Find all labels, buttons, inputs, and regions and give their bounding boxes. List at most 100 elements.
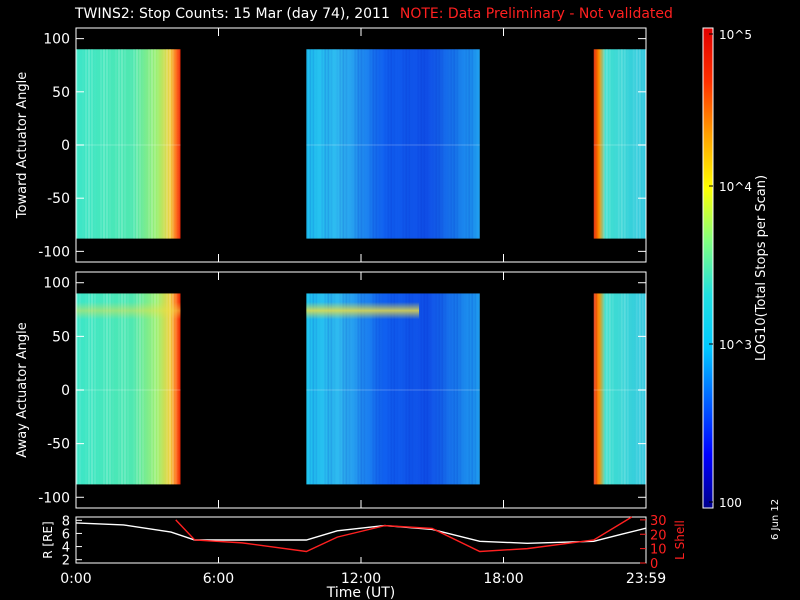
zero-line [593,389,646,391]
x-axis-label: Time (UT) [326,585,395,600]
heatmap-stripe [635,49,638,239]
zero-line [593,144,646,146]
y-tick-label: 0 [61,138,70,154]
heatmap-stripe [432,293,434,484]
heatmap-stripe [136,293,138,485]
heatmap-stripe [599,49,602,239]
heatmap-stripe [154,49,156,239]
heatmap-stripe [324,293,327,485]
heatmap-stripe [118,49,120,239]
heatmap-stripe [157,49,159,239]
heatmap-stripe [136,49,138,239]
heatmap-stripe [94,49,96,238]
heatmap-stripe [618,293,620,484]
heatmap-stripe [357,293,360,485]
heatmap-segment [76,49,181,239]
y-tick-label: 50 [52,329,70,345]
heatmap-stripe [453,293,456,485]
heatmap-stripe [630,293,632,484]
heatmap-stripe [318,49,320,238]
heatmap-stripe [109,49,111,239]
heatmap-stripe [429,49,431,238]
heatmap-stripe [178,49,180,238]
heatmap-stripe [420,49,423,239]
heatmap-stripe [456,293,459,485]
heatmap-stripe [620,293,623,485]
heatmap-stripe [103,293,105,485]
x-tick-label: 0:00 [60,571,91,587]
heatmap-stripe [366,49,368,238]
heatmap-stripe [444,49,446,238]
heatmap-stripe [396,49,398,238]
axis-frame [75,516,647,564]
heatmap-stripe [627,49,629,238]
heatmap-stripe [393,293,396,485]
heatmap-stripe [465,49,468,239]
y-axis-label-left: R [RE] [41,521,55,558]
heatmap-stripe [402,293,404,484]
heatmap-stripe [318,293,320,484]
heatmap-stripe [351,293,353,484]
y-tick-label: 2 [62,554,70,569]
heatmap-stripe [121,293,123,485]
heatmap-stripe [387,49,390,239]
heatmap-stripe [330,293,333,485]
heatmap-stripe [474,49,477,239]
high-angle-band [76,302,181,320]
heatmap-segment [593,49,646,239]
heatmap-stripe [157,293,159,485]
heatmap-stripe [333,293,336,485]
heatmap-stripe [85,49,87,239]
heatmap-stripe [97,49,99,238]
y-tick-label-right: 0 [650,557,658,572]
heatmap-stripe [315,293,318,485]
heatmap-stripe [399,293,401,484]
title-text: TWINS2: Stop Counts: 15 Mar (day 74), 20… [75,6,390,22]
heatmap-stripe [602,293,605,485]
heatmap-stripe [596,293,599,485]
heatmap-stripe [456,49,459,239]
heatmap-stripe [414,293,416,484]
heatmap-stripe [178,293,180,484]
x-tick-label: 6:00 [203,571,234,587]
heatmap-stripe [617,49,620,239]
heatmap-stripe [602,49,605,239]
heatmap-stripe [638,49,641,239]
colorbar-tick-label: 10^5 [719,28,752,42]
heatmap-stripe [378,49,381,239]
heatmap-stripe [444,293,447,485]
heatmap-segment [593,293,646,485]
heatmap-stripe [79,49,81,238]
heatmap-stripe [623,293,626,485]
heatmap-stripe [408,49,411,239]
heatmap-stripe [130,293,132,484]
heatmap-stripe [441,49,444,239]
heatmap-stripe [148,293,150,484]
zero-line [76,389,181,391]
heatmap-stripe [127,293,129,485]
preliminary-note: NOTE: Data Preliminary - Not validated [399,6,673,22]
heatmap-stripe [390,49,393,239]
heatmap-stripe [151,293,153,485]
y-tick-label-right: 30 [650,514,667,529]
heatmap-stripe [154,293,156,485]
heatmap-stripe [306,293,308,484]
heatmap-stripe [321,293,323,484]
heatmap-stripe [112,293,114,484]
heatmap-stripe [608,49,611,239]
heatmap-stripe [369,293,371,484]
heatmap-stripe [76,49,78,239]
heatmap-stripe [309,49,312,239]
heatmap-stripe [468,293,471,485]
heatmap-segment [76,293,181,485]
colorbar-gradient [702,27,714,509]
heatmap-stripe [85,293,87,484]
heatmap-stripe [414,49,416,238]
heatmap-stripe [363,293,366,485]
heatmap-stripe [632,49,635,239]
heatmap-stripe [375,49,378,239]
colorbar-label: LOG10(Total Stops per Scan) [754,175,769,361]
heatmap-stripe [118,293,120,485]
